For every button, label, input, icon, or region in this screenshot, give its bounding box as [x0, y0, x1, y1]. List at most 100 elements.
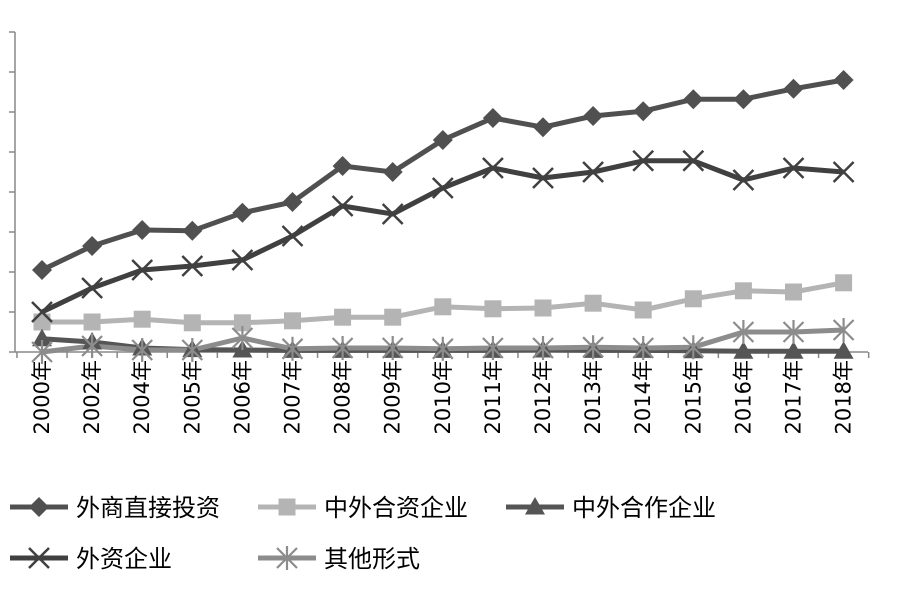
x-tick-label: 2016年 [731, 360, 755, 434]
x-tick-label: 2006年 [230, 360, 254, 434]
series-markers [31, 70, 855, 364]
data-point-series-5 [231, 326, 254, 350]
legend-marker [525, 497, 545, 515]
data-point-series-4 [632, 149, 655, 172]
series-line-4 [40, 158, 844, 315]
data-point-series-2 [434, 298, 452, 316]
data-point-series-1 [382, 162, 403, 182]
data-point-series-4 [431, 177, 454, 199]
data-point-series-2 [33, 313, 51, 331]
data-point-series-1 [232, 202, 253, 223]
data-point-series-4 [532, 167, 554, 189]
data-point-series-1 [833, 70, 854, 90]
data-point-series-4 [281, 225, 304, 247]
x-tick-labels: 2000年 2002年 2004年 2005年 2006年 2007年 2008年 2009年… [30, 360, 856, 434]
legend-label: 中外合作企业 [572, 494, 716, 522]
data-point-series-4 [181, 255, 204, 277]
data-point-series-1 [82, 236, 103, 256]
x-tick-label: 2017年 [782, 360, 806, 434]
legend-label: 中外合资企业 [324, 494, 468, 522]
data-point-series-2 [334, 308, 352, 326]
data-point-series-3 [783, 341, 804, 359]
data-point-series-2 [484, 300, 502, 318]
data-point-series-2 [384, 308, 402, 326]
data-point-series-2 [284, 312, 301, 330]
data-point-series-4 [81, 277, 103, 299]
data-point-series-5 [732, 320, 755, 344]
x-tick-label: 2018年 [832, 360, 856, 434]
data-point-series-1 [633, 101, 654, 122]
data-point-series-5 [782, 320, 805, 344]
legend-label: 其他形式 [324, 545, 420, 573]
data-point-series-5 [432, 336, 454, 361]
legend-marker [276, 546, 298, 570]
data-point-series-4 [682, 149, 705, 172]
legend-label: 外资企业 [76, 545, 172, 573]
data-point-series-2 [835, 274, 853, 292]
data-point-series-5 [181, 338, 204, 362]
data-point-series-1 [533, 117, 553, 138]
x-tick-label: 2008年 [331, 360, 355, 434]
data-point-series-4 [782, 157, 805, 179]
legend-item-3: 中外合作企业 [506, 494, 716, 522]
data-point-series-2 [183, 314, 201, 332]
data-point-series-2 [684, 290, 702, 308]
data-point-series-2 [785, 283, 802, 301]
data-point-series-3 [32, 328, 52, 347]
data-point-series-3 [833, 341, 854, 359]
x-tick-label: 2010年 [431, 360, 455, 434]
data-point-series-5 [31, 340, 53, 364]
x-tick-label: 2009年 [381, 360, 405, 434]
data-point-series-5 [532, 336, 554, 360]
data-point-series-1 [182, 220, 203, 241]
x-tick-label: 2014年 [631, 360, 655, 434]
legend-marker [278, 498, 296, 516]
legend-marker [29, 497, 49, 517]
data-point-series-1 [733, 89, 754, 110]
data-point-series-4 [331, 195, 354, 217]
data-point-series-1 [32, 260, 52, 280]
data-point-series-4 [582, 161, 604, 183]
data-point-series-5 [582, 335, 604, 360]
data-point-series-5 [281, 336, 304, 361]
legend-item-1: 外商直接投资 [10, 494, 220, 522]
x-tick-label: 2015年 [681, 360, 705, 434]
x-tick-label: 2004年 [130, 360, 154, 434]
x-tick-label: 2000年 [30, 360, 54, 434]
data-point-series-2 [634, 301, 652, 319]
data-point-series-4 [381, 203, 404, 225]
data-point-series-1 [482, 108, 503, 128]
data-point-series-5 [381, 336, 404, 360]
data-point-series-1 [432, 130, 453, 150]
data-point-series-1 [583, 106, 604, 126]
data-point-series-2 [133, 310, 151, 328]
data-point-series-4 [131, 259, 154, 281]
data-point-series-5 [482, 336, 504, 360]
data-point-series-3 [733, 341, 754, 359]
x-tick-label: 2007年 [281, 360, 305, 434]
data-point-series-5 [682, 335, 705, 360]
data-point-series-1 [282, 192, 303, 212]
data-point-series-5 [331, 336, 354, 360]
data-point-series-5 [131, 338, 153, 362]
data-point-series-4 [31, 301, 53, 323]
x-tick-label: 2011年 [481, 360, 505, 434]
data-point-series-2 [233, 314, 251, 332]
data-point-series-1 [332, 156, 353, 176]
legend-item-4: 外资企业 [10, 545, 172, 573]
legend-item-2: 中外合资企业 [258, 494, 468, 522]
data-point-series-5 [632, 336, 654, 360]
data-point-series-4 [482, 157, 504, 179]
data-point-series-5 [81, 334, 103, 358]
data-point-series-2 [83, 313, 101, 331]
legend-marker [28, 547, 50, 569]
x-tick-label: 2005年 [180, 360, 204, 434]
data-point-series-2 [734, 282, 752, 300]
x-tick-label: 2002年 [80, 360, 104, 434]
data-point-series-4 [231, 249, 254, 271]
x-tick-label: 2013年 [581, 360, 605, 434]
legend-label: 外商直接投资 [76, 494, 220, 522]
data-point-series-4 [832, 161, 855, 183]
